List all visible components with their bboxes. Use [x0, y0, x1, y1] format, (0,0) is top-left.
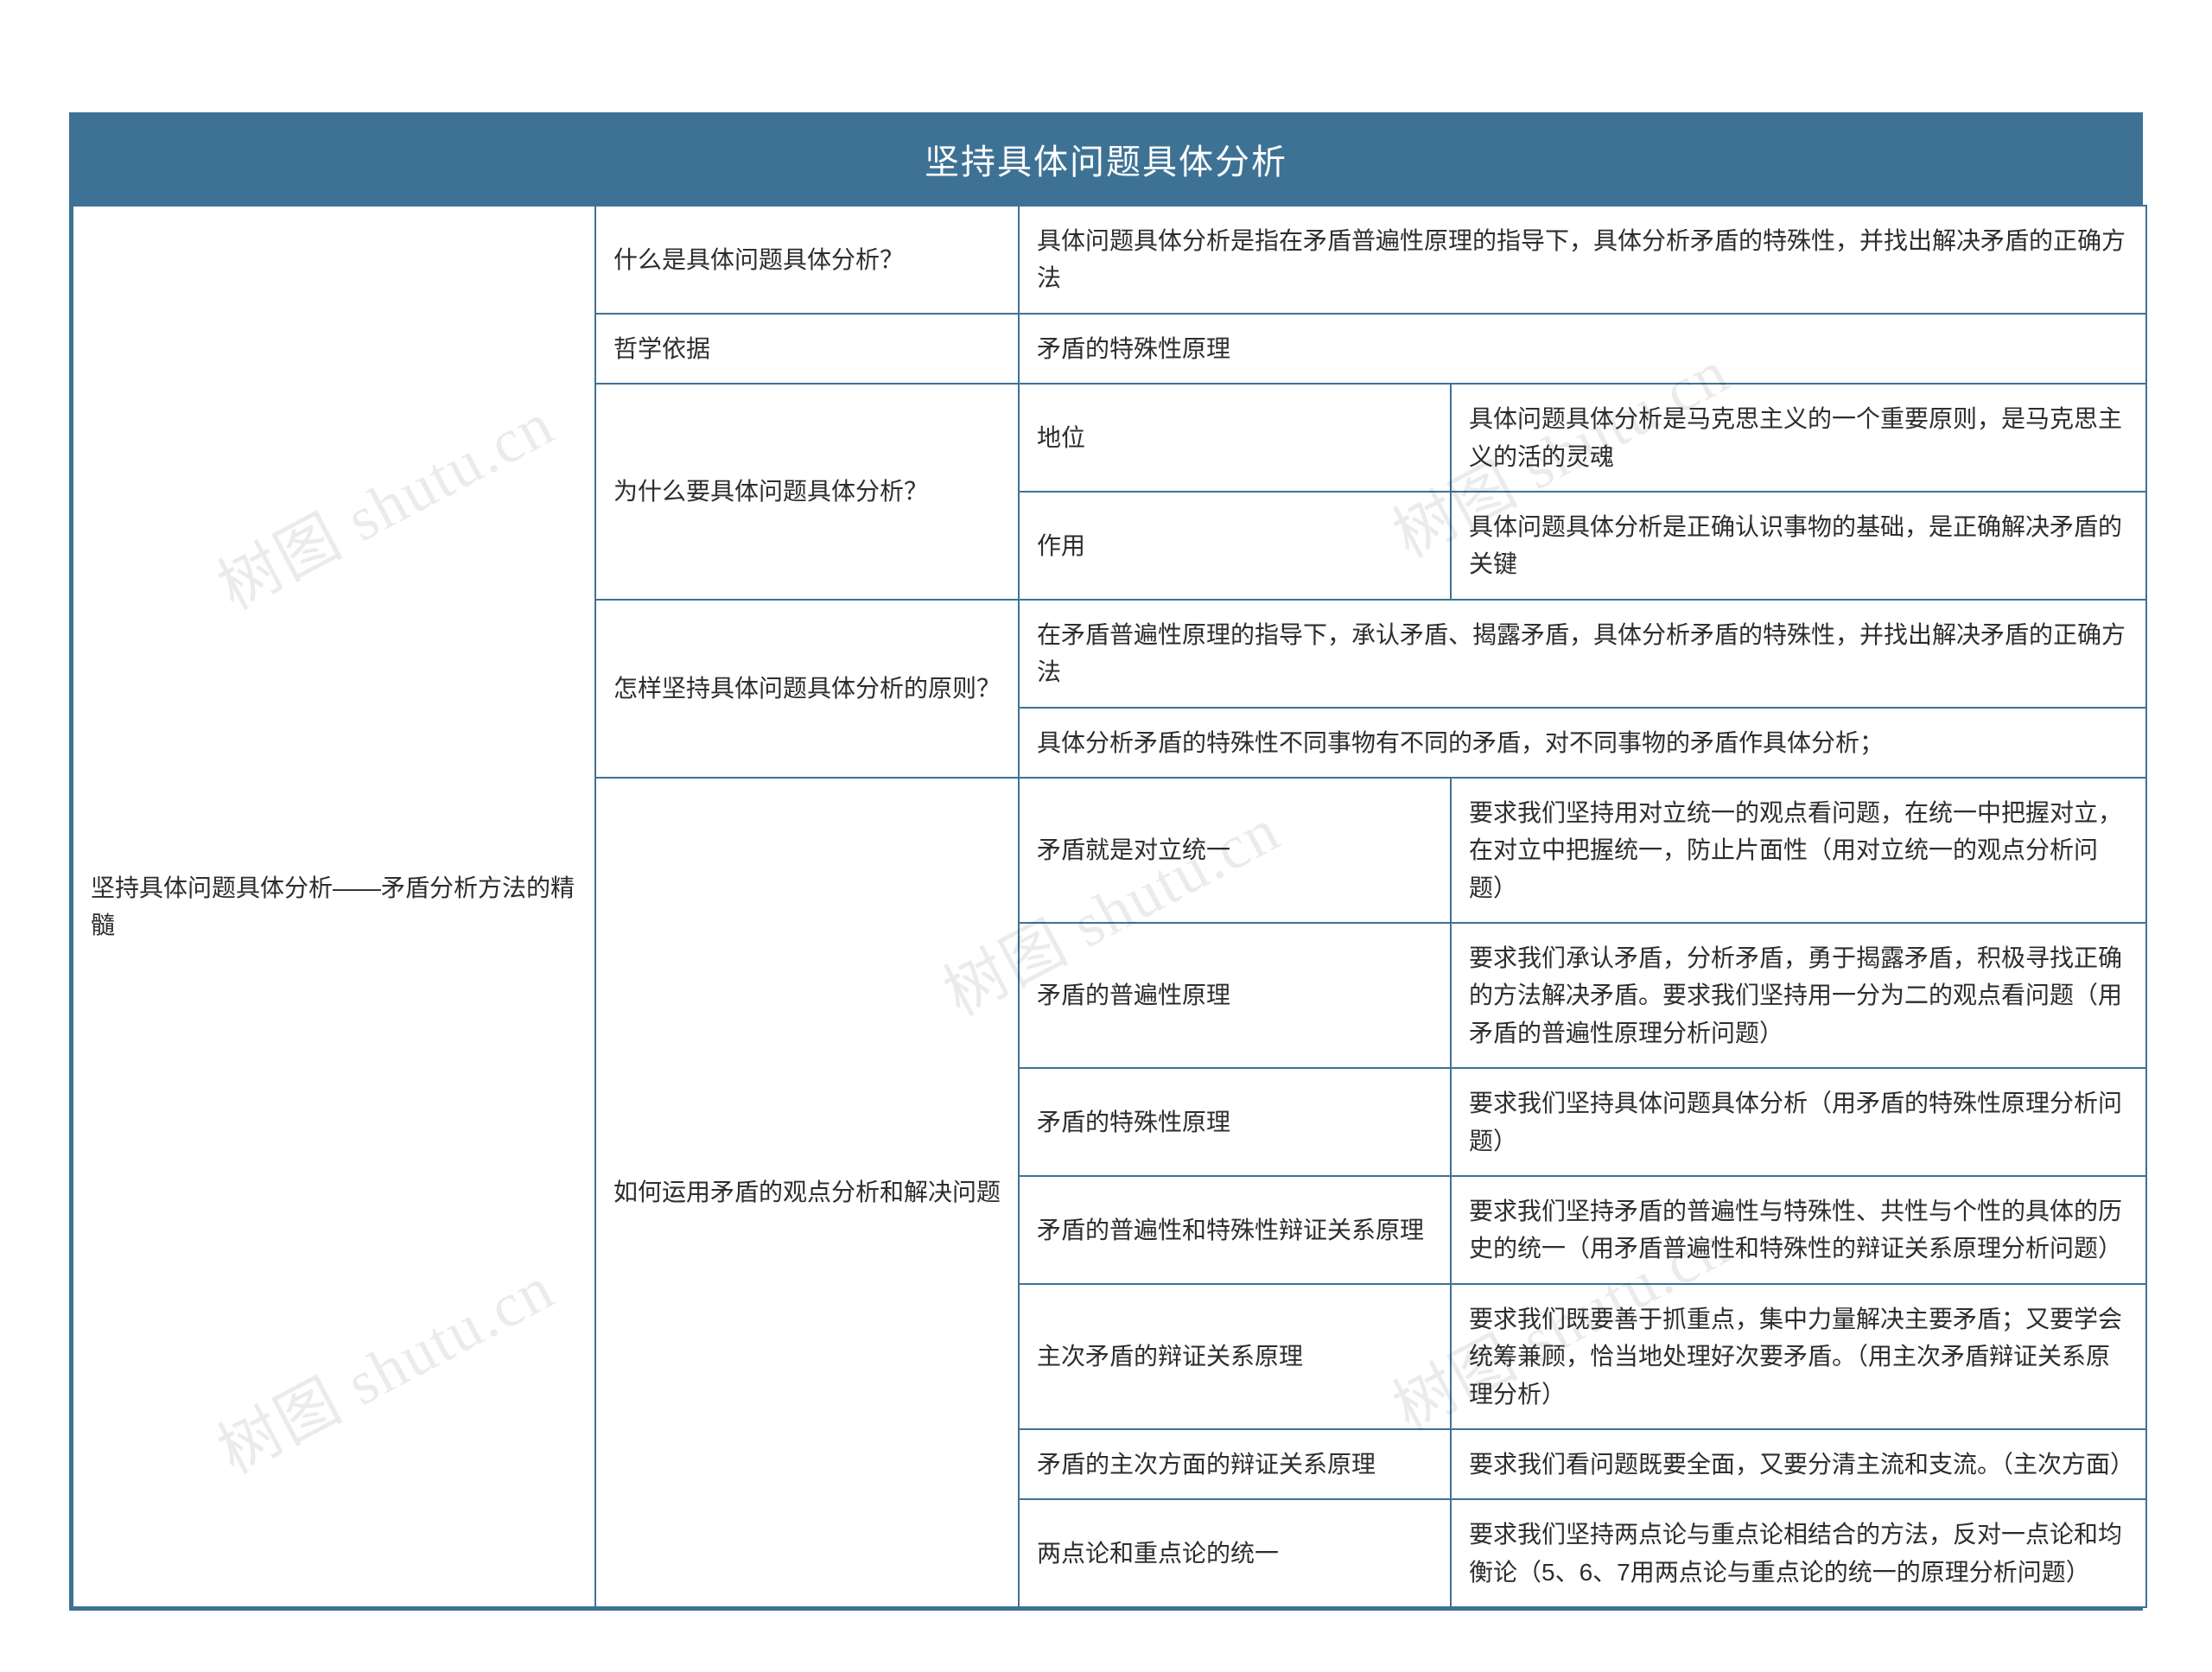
- leaf-cell: 要求我们承认矛盾，分析矛盾，勇于揭露矛盾，积极寻找正确的方法解决矛盾。要求我们坚…: [1451, 923, 2146, 1068]
- topic-cell: 为什么要具体问题具体分析？: [595, 384, 1019, 600]
- leaf-cell: 具体问题具体分析是指在矛盾普遍性原理的指导下，具体分析矛盾的特殊性，并找出解决矛…: [1019, 206, 2146, 314]
- topic-cell: 如何运用矛盾的观点分析和解决问题: [595, 778, 1019, 1607]
- tree-table: 坚持具体问题具体分析——矛盾分析方法的精髓 什么是具体问题具体分析？ 具体问题具…: [72, 205, 2147, 1608]
- leaf-cell: 要求我们既要善于抓重点，集中力量解决主要矛盾；又要学会统筹兼顾，恰当地处理好次要…: [1451, 1284, 2146, 1429]
- diagram-frame: 坚持具体问题具体分析 坚持具体问题具体分析——矛盾分析方法的精髓 什么是具体问题…: [69, 112, 2143, 1611]
- diagram-title: 坚持具体问题具体分析: [72, 115, 2140, 205]
- leaf-cell: 要求我们坚持矛盾的普遍性与特殊性、共性与个性的具体的历史的统一（用矛盾普遍性和特…: [1451, 1176, 2146, 1284]
- leaf-cell: 要求我们看问题既要全面，又要分清主流和支流。（主次方面）: [1451, 1429, 2146, 1499]
- leaf-cell: 具体问题具体分析是马克思主义的一个重要原则，是马克思主义的活的灵魂: [1451, 384, 2146, 492]
- leaf-cell: 要求我们坚持用对立统一的观点看问题，在统一中把握对立，在对立中把握统一，防止片面…: [1451, 778, 2146, 923]
- sub-cell: 矛盾的普遍性原理: [1019, 923, 1451, 1068]
- sub-cell: 主次矛盾的辩证关系原理: [1019, 1284, 1451, 1429]
- leaf-cell: 要求我们坚持两点论与重点论相结合的方法，反对一点论和均衡论（5、6、7用两点论与…: [1451, 1499, 2146, 1607]
- leaf-cell: 具体问题具体分析是正确认识事物的基础，是正确解决矛盾的关键: [1451, 492, 2146, 600]
- sub-cell: 地位: [1019, 384, 1451, 492]
- root-cell: 坚持具体问题具体分析——矛盾分析方法的精髓: [73, 206, 595, 1607]
- leaf-cell: 在矛盾普遍性原理的指导下，承认矛盾、揭露矛盾，具体分析矛盾的特殊性，并找出解决矛…: [1019, 600, 2146, 708]
- sub-cell: 两点论和重点论的统一: [1019, 1499, 1451, 1607]
- topic-cell: 什么是具体问题具体分析？: [595, 206, 1019, 314]
- sub-cell: 矛盾的普遍性和特殊性辩证关系原理: [1019, 1176, 1451, 1284]
- topic-cell: 哲学依据: [595, 314, 1019, 384]
- sub-cell: 矛盾的特殊性原理: [1019, 1068, 1451, 1176]
- leaf-cell: 要求我们坚持具体问题具体分析（用矛盾的特殊性原理分析问题）: [1451, 1068, 2146, 1176]
- leaf-cell: 矛盾的特殊性原理: [1019, 314, 2146, 384]
- leaf-cell: 具体分析矛盾的特殊性不同事物有不同的矛盾，对不同事物的矛盾作具体分析；: [1019, 708, 2146, 778]
- diagram-canvas: 坚持具体问题具体分析 坚持具体问题具体分析——矛盾分析方法的精髓 什么是具体问题…: [69, 112, 2143, 1611]
- sub-cell: 矛盾的主次方面的辩证关系原理: [1019, 1429, 1451, 1499]
- sub-cell: 矛盾就是对立统一: [1019, 778, 1451, 923]
- topic-cell: 怎样坚持具体问题具体分析的原则？: [595, 600, 1019, 778]
- sub-cell: 作用: [1019, 492, 1451, 600]
- table-row: 坚持具体问题具体分析——矛盾分析方法的精髓 什么是具体问题具体分析？ 具体问题具…: [73, 206, 2146, 314]
